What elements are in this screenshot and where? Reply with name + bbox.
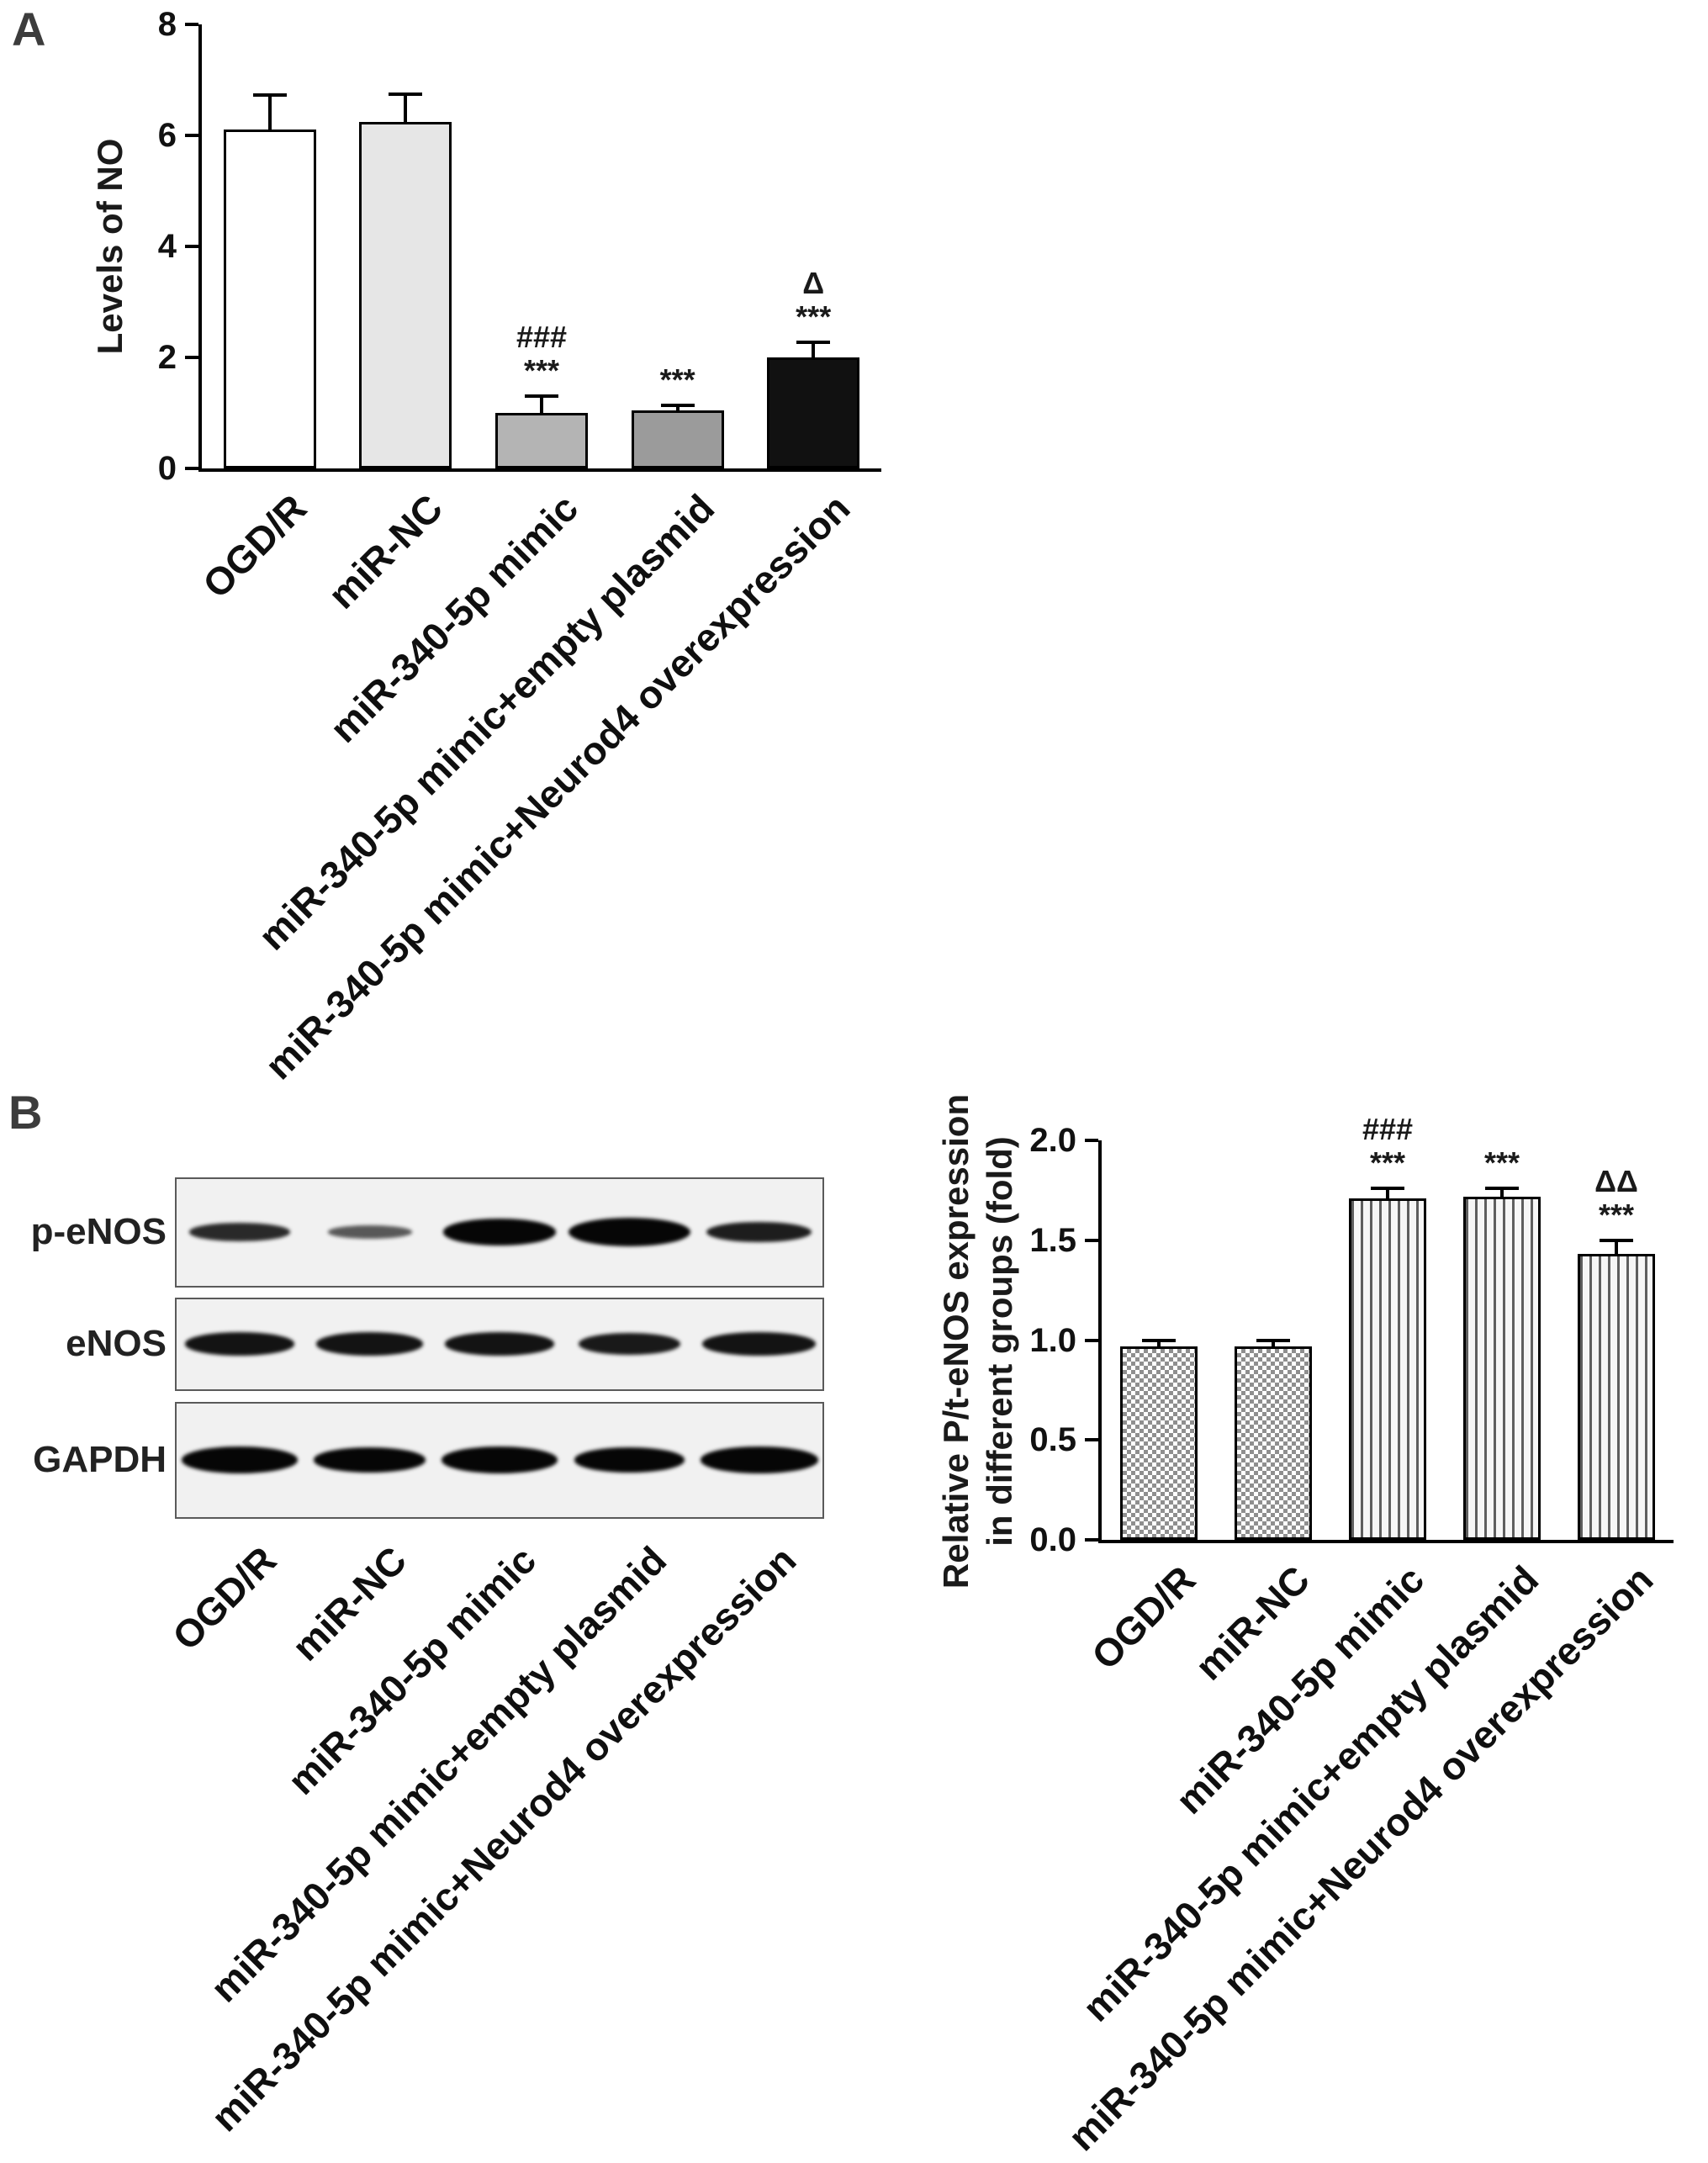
y-axis-tick: [185, 23, 198, 26]
error-bar-cap: [1600, 1238, 1633, 1242]
error-bar-stem: [1157, 1340, 1161, 1346]
blot-row-label-gapdh: GAPDH: [33, 1439, 167, 1480]
bar: [1349, 1198, 1426, 1540]
bar: [359, 121, 452, 468]
y-axis-tick: [185, 134, 198, 137]
significance-annotation: ### ***: [516, 320, 568, 389]
x-axis-line: [198, 468, 881, 472]
error-bar-cap: [1142, 1338, 1176, 1342]
y-tick-label: 4: [157, 228, 177, 265]
error-bar-stem: [1272, 1340, 1275, 1346]
y-tick-label: 1.5: [1029, 1221, 1076, 1259]
y-axis-tick: [1085, 1139, 1098, 1142]
blot-band: [706, 1221, 812, 1243]
blot-band: [574, 1447, 685, 1473]
significance-annotation: ***: [1483, 1145, 1520, 1180]
blot-row-label-enos: eNOS: [66, 1323, 167, 1364]
error-bar-cap: [796, 340, 831, 344]
y-tick-label: 0: [157, 450, 177, 487]
bar: [631, 410, 724, 468]
y-axis-tick: [185, 356, 198, 359]
blot-band: [189, 1223, 291, 1241]
blot-band: [702, 1332, 817, 1356]
y-tick-label: 0.5: [1029, 1421, 1076, 1459]
bar: [223, 130, 316, 468]
blot-lane-label: miR-340-5p mimic: [279, 1537, 545, 1803]
blot-band: [315, 1332, 424, 1356]
error-bar-stem: [267, 95, 272, 130]
blot-band: [568, 1218, 690, 1246]
significance-annotation: Δ ***: [796, 265, 832, 334]
y-axis-tick: [1085, 1438, 1098, 1442]
y-axis-tick: [185, 467, 198, 470]
x-axis-line: [1098, 1540, 1674, 1543]
y-axis-line: [1098, 1140, 1102, 1543]
y-tick-label: 1.0: [1029, 1321, 1076, 1359]
y-axis-tick: [1085, 1538, 1098, 1542]
blot-band: [700, 1446, 819, 1473]
error-bar-cap: [1485, 1187, 1519, 1190]
blot-lane-label: miR-NC: [283, 1537, 415, 1669]
error-bar-cap: [389, 92, 423, 96]
error-bar-cap: [1256, 1338, 1290, 1342]
blot-band: [442, 1219, 557, 1245]
y-tick-label: 8: [157, 6, 177, 43]
blot-lane-label: miR-340-5p mimic+empty plasmid: [201, 1537, 674, 2011]
y-axis-line: [198, 24, 202, 472]
blot-band: [184, 1332, 295, 1356]
error-bar-cap: [660, 404, 695, 408]
blot-lane-label: OGD/R: [164, 1537, 285, 1659]
y-tick-label: 0.0: [1029, 1521, 1076, 1558]
y-axis-tick: [1085, 1238, 1098, 1242]
bar: [1120, 1346, 1198, 1540]
error-bar-cap: [1371, 1187, 1404, 1190]
bar: [1578, 1254, 1655, 1540]
significance-annotation: ***: [659, 362, 695, 398]
blot-band: [444, 1332, 555, 1356]
error-bar-stem: [675, 405, 679, 410]
error-bar-stem: [540, 396, 543, 413]
blot-band: [182, 1446, 298, 1473]
panel-a-label: A: [12, 3, 46, 56]
error-bar-stem: [404, 93, 408, 122]
error-bar-cap: [525, 394, 558, 399]
error-bar-stem: [1615, 1240, 1618, 1255]
bar: [767, 357, 860, 468]
blot-band: [579, 1333, 680, 1355]
bar: [1463, 1196, 1541, 1540]
y-tick-label: 6: [157, 117, 177, 154]
y-tick-label: 2: [157, 339, 177, 376]
significance-annotation: ΔΔ ***: [1594, 1163, 1638, 1232]
y-axis-tick: [185, 245, 198, 248]
blot-row-label-p-enos: p-eNOS: [30, 1211, 167, 1252]
bar: [1235, 1346, 1312, 1540]
blot-band: [314, 1447, 426, 1473]
error-bar-stem: [812, 341, 816, 357]
error-bar-stem: [1386, 1188, 1389, 1198]
error-bar-cap: [252, 93, 287, 98]
bar: [495, 413, 588, 468]
y-axis-tick: [1085, 1338, 1098, 1342]
panel-b-label: B: [8, 1086, 43, 1139]
blot-band: [442, 1446, 558, 1473]
error-bar-stem: [1500, 1188, 1504, 1197]
blot-band: [327, 1225, 412, 1239]
significance-annotation: ### ***: [1362, 1112, 1414, 1180]
y-tick-label: 2.0: [1029, 1122, 1076, 1159]
